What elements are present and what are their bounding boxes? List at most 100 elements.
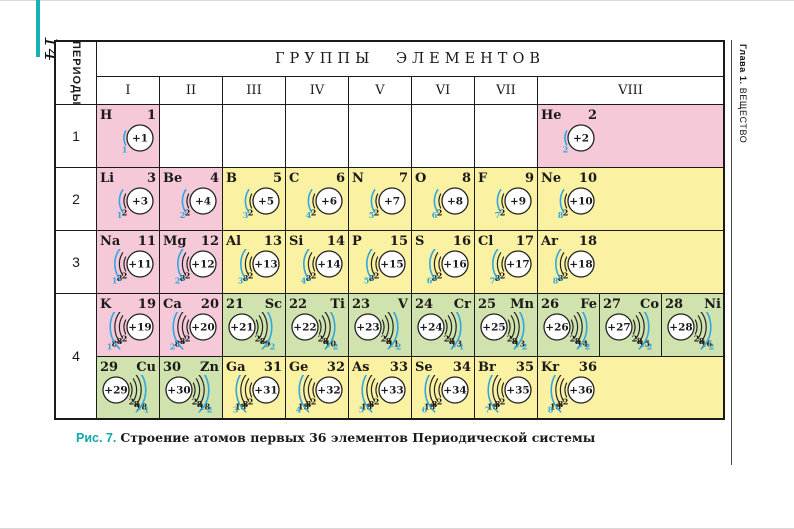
shell-electron-count: 5 bbox=[369, 210, 375, 220]
element-content-Na: Na 11 2 8 1 +11 bbox=[100, 234, 156, 291]
atomic-number: 7 bbox=[398, 171, 408, 186]
element-content-Ni: 28 Ni 2 8 16 2 +28 bbox=[665, 297, 721, 354]
electron-shell-arc bbox=[510, 315, 516, 339]
shell-electron-count: 6 bbox=[432, 210, 438, 220]
element-content-Mn: 25 Mn 2 8 13 2 +25 bbox=[478, 297, 534, 354]
electron-shell-arc bbox=[697, 315, 703, 339]
shell-electron-count: 2 bbox=[381, 334, 387, 344]
electron-shell-arc bbox=[366, 249, 374, 281]
electron-shell-arc bbox=[312, 382, 316, 398]
atomic-number: 9 bbox=[524, 171, 534, 186]
shell-electron-count: 2 bbox=[500, 271, 506, 281]
nucleus-circle bbox=[315, 187, 343, 215]
atomic-number: 22 bbox=[289, 297, 308, 312]
electron-shell-arc bbox=[123, 256, 127, 272]
empty-cell bbox=[223, 105, 285, 167]
period-label-3: 3 bbox=[56, 231, 96, 293]
electron-shell-arc bbox=[235, 375, 247, 413]
atomic-number: 33 bbox=[389, 360, 408, 375]
electron-shell-arc bbox=[375, 382, 379, 398]
element-header: Ga 31 bbox=[226, 360, 282, 375]
electron-shell-arc bbox=[303, 375, 311, 407]
atomic-number: 15 bbox=[389, 234, 408, 249]
element-content-B: B 5 2 3 +5 bbox=[226, 171, 282, 228]
nucleus-charge: +35 bbox=[506, 385, 529, 397]
element-content-Fe: 26 Fe 2 8 14 2 +26 bbox=[541, 297, 597, 354]
group-header-VIII: VIII bbox=[538, 77, 723, 104]
nucleus-charge: +20 bbox=[191, 322, 214, 334]
electron-shell-arc bbox=[312, 193, 316, 209]
element-cell-Li: Li 3 2 1 +3 bbox=[97, 168, 159, 230]
electron-shell-arc bbox=[381, 319, 385, 335]
nucleus-charge: +24 bbox=[419, 322, 442, 334]
element-content-Mg: Mg 12 2 8 2 +12 bbox=[163, 234, 219, 291]
element-cell-As: As 33 2 8 18 5 +33 bbox=[349, 357, 411, 418]
element-cell-He: He 2 2 +2 bbox=[538, 105, 723, 167]
atomic-number: 4 bbox=[209, 171, 219, 186]
electron-shell-arc bbox=[307, 378, 313, 402]
electron-shell-arc bbox=[198, 375, 210, 413]
atomic-number: 20 bbox=[200, 297, 219, 312]
electron-shell-arc bbox=[172, 312, 184, 350]
element-symbol: V bbox=[397, 297, 408, 312]
element-header: Mg 12 bbox=[163, 234, 219, 249]
shell-electron-count: 2 bbox=[248, 208, 254, 218]
element-symbol: Ge bbox=[289, 360, 309, 375]
element-cell-Ni: 28 Ni 2 8 16 2 +28 bbox=[662, 294, 723, 356]
electron-shell-arc bbox=[261, 312, 273, 350]
margin-rule bbox=[731, 40, 732, 465]
figure-caption: Рис. 7. Строение атомов первых 36 элемент… bbox=[76, 430, 595, 445]
element-content-F: F 9 2 7 +9 bbox=[478, 171, 534, 228]
electron-shell-arc bbox=[635, 315, 641, 339]
element-symbol: O bbox=[415, 171, 427, 186]
nucleus-charge: +25 bbox=[482, 322, 505, 334]
electron-shell-arc bbox=[255, 319, 259, 335]
electron-shell-arc bbox=[501, 382, 505, 398]
element-symbol: P bbox=[352, 234, 362, 249]
electron-shell-arc bbox=[387, 312, 399, 350]
electron-shell-arc bbox=[564, 193, 568, 209]
nucleus-circle bbox=[378, 376, 406, 404]
element-symbol: C bbox=[289, 171, 300, 186]
element-header: 23 V bbox=[352, 297, 408, 312]
element-cell-Br: Br 35 2 8 18 7 +35 bbox=[475, 357, 537, 418]
nucleus-circle bbox=[189, 187, 217, 215]
nucleus-circle bbox=[252, 250, 280, 278]
electron-shell-arc bbox=[375, 193, 379, 209]
shell-electron-count: 2 bbox=[647, 341, 653, 351]
electron-shell-arc bbox=[366, 375, 374, 407]
electron-shell-arc bbox=[181, 189, 187, 213]
shell-electron-count: 2 bbox=[570, 334, 576, 344]
empty-cell bbox=[160, 105, 222, 167]
atomic-number: 13 bbox=[263, 234, 282, 249]
shell-electron-count: 2 bbox=[437, 271, 443, 281]
electron-shell-arc bbox=[384, 315, 390, 339]
electron-shell-arc bbox=[370, 252, 376, 276]
element-content-Be: Be 4 2 2 +4 bbox=[163, 171, 219, 228]
element-symbol: Na bbox=[100, 234, 121, 249]
nucleus-circle bbox=[504, 376, 532, 404]
electron-shell-arc bbox=[249, 256, 253, 272]
element-content-Al: Al 13 2 8 3 +13 bbox=[226, 234, 282, 291]
atomic-number: 26 bbox=[541, 297, 560, 312]
element-cell-Se: Se 34 2 8 18 6 +34 bbox=[412, 357, 474, 418]
electron-shell-arc bbox=[177, 249, 185, 281]
nucleus-circle bbox=[441, 250, 469, 278]
element-header: Se 34 bbox=[415, 360, 471, 375]
shell-electron-count: 2 bbox=[207, 404, 213, 414]
shell-electron-count: 6 bbox=[422, 404, 428, 414]
electron-shell-arc bbox=[438, 256, 442, 272]
electron-shell-arc bbox=[177, 312, 185, 344]
shell-electron-count: 2 bbox=[500, 397, 506, 407]
atomic-number: 35 bbox=[515, 360, 534, 375]
element-content-Ar: Ar 18 2 8 8 +18 bbox=[541, 234, 597, 291]
atomic-number: 34 bbox=[452, 360, 471, 375]
electron-shell-arc bbox=[114, 312, 122, 344]
element-cell-Zn: 30 Zn 2 8 18 2 +30 bbox=[160, 357, 222, 418]
element-symbol: As bbox=[352, 360, 370, 375]
shell-electron-count: 2 bbox=[396, 341, 402, 351]
electron-shell-arc bbox=[123, 319, 127, 335]
electron-shell-arc bbox=[487, 375, 499, 413]
